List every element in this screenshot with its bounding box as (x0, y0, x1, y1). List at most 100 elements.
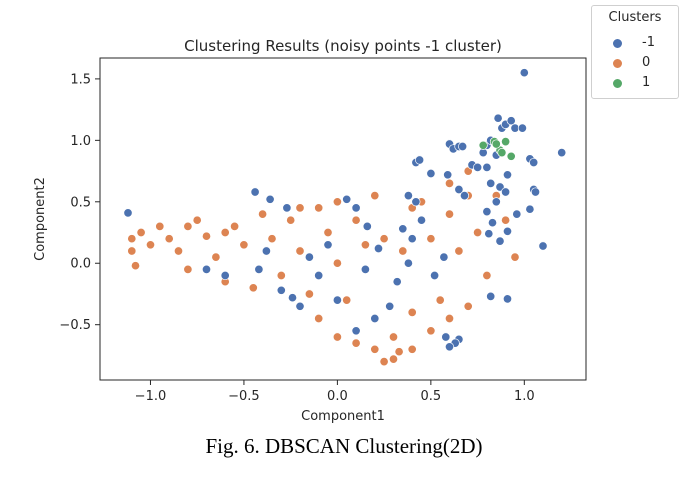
chart-title: Clustering Results (noisy points -1 clus… (184, 37, 502, 55)
y-tick-label: −0.5 (59, 318, 91, 333)
data-point-cluster--1 (342, 194, 352, 204)
data-point-cluster-0 (510, 252, 520, 262)
data-point-cluster--1 (484, 229, 494, 239)
data-point-cluster--1 (444, 342, 455, 352)
data-point-cluster-0 (295, 246, 305, 256)
data-point-cluster-0 (258, 209, 268, 219)
data-point-cluster--1 (323, 240, 333, 250)
data-point-cluster--1 (439, 252, 449, 262)
data-point-cluster--1 (426, 168, 436, 179)
y-tick-label: 1.5 (70, 72, 91, 87)
data-point-cluster-0 (332, 197, 342, 207)
data-point-cluster-0 (370, 344, 380, 354)
data-point-cluster-0 (407, 344, 417, 354)
data-point-cluster-1 (491, 139, 501, 149)
data-point-cluster-0 (444, 209, 455, 219)
data-point-cluster-1 (506, 151, 516, 161)
data-point-cluster--1 (458, 141, 468, 152)
legend-item-cluster-1: 1 (592, 74, 678, 94)
data-point-cluster--1 (351, 326, 361, 336)
figure-caption: Fig. 6. DBSCAN Clustering(2D) (205, 434, 483, 458)
data-point-cluster--1 (530, 187, 541, 197)
points-layer (123, 68, 567, 367)
data-point-cluster--1 (261, 246, 271, 256)
data-point-cluster--1 (254, 264, 264, 274)
legend-marker-cluster-0 (612, 58, 623, 69)
data-point-cluster--1 (454, 184, 464, 195)
data-point-cluster-0 (444, 178, 455, 188)
y-axis: −0.5 0.0 0.5 1.0 1.5 (59, 72, 100, 333)
data-point-cluster-0 (267, 234, 277, 244)
y-tick-label: 0.5 (70, 195, 91, 210)
data-point-cluster-0 (360, 240, 370, 250)
data-point-cluster--1 (360, 264, 370, 274)
data-point-cluster-0 (351, 338, 361, 348)
data-point-cluster-0 (444, 313, 455, 324)
data-point-cluster-0 (388, 354, 399, 364)
data-point-cluster--1 (403, 191, 413, 201)
data-point-cluster-0 (370, 191, 380, 201)
data-point-cluster-0 (332, 258, 342, 268)
data-point-cluster-0 (379, 234, 389, 244)
data-point-cluster--1 (314, 270, 324, 281)
data-point-cluster--1 (512, 209, 522, 219)
data-point-cluster-0 (426, 326, 436, 336)
data-point-cluster--1 (411, 197, 421, 207)
data-point-cluster--1 (265, 194, 275, 204)
data-point-cluster-0 (332, 332, 342, 342)
data-point-cluster--1 (495, 236, 505, 246)
data-point-cluster-0 (394, 347, 404, 357)
data-point-cluster-0 (388, 332, 399, 342)
legend-label-noise: -1 (642, 35, 655, 50)
data-point-cluster-0 (164, 234, 174, 244)
legend-marker-noise (612, 38, 623, 49)
data-point-cluster--1 (362, 221, 372, 231)
data-point-cluster--1 (415, 155, 425, 165)
data-point-cluster--1 (506, 116, 516, 126)
data-point-cluster-0 (136, 227, 146, 238)
y-tick-label: 0.0 (70, 257, 91, 272)
data-point-cluster--1 (385, 301, 395, 311)
data-point-cluster--1 (398, 224, 408, 234)
data-point-cluster--1 (392, 277, 402, 287)
data-point-cluster-0 (201, 231, 212, 241)
data-point-cluster--1 (473, 162, 483, 172)
data-point-cluster--1 (250, 187, 260, 197)
data-point-cluster--1 (276, 285, 286, 295)
data-point-cluster-0 (454, 246, 464, 256)
data-point-cluster--1 (403, 258, 413, 268)
y-tick-label: 1.0 (70, 134, 91, 149)
x-tick-label: 0.0 (327, 389, 348, 404)
data-point-cluster--1 (493, 113, 503, 123)
data-point-cluster--1 (519, 68, 529, 78)
data-point-cluster-0 (435, 295, 445, 305)
data-point-cluster-0 (323, 227, 333, 238)
data-point-cluster--1 (525, 204, 535, 214)
data-point-cluster--1 (443, 170, 453, 180)
data-point-cluster--1 (459, 191, 470, 201)
data-point-cluster-0 (286, 215, 296, 225)
data-point-cluster-1 (501, 137, 511, 147)
data-point-cluster--1 (486, 291, 496, 301)
data-point-cluster--1 (487, 218, 498, 228)
data-point-cluster-0 (482, 270, 492, 281)
data-point-cluster-0 (501, 215, 511, 225)
data-point-cluster-0 (304, 289, 314, 299)
data-point-cluster-0 (155, 221, 165, 231)
data-point-cluster--1 (304, 252, 314, 262)
data-point-cluster--1 (482, 207, 492, 217)
data-point-cluster--1 (370, 313, 380, 324)
data-point-cluster--1 (123, 208, 133, 218)
data-point-cluster-0 (342, 295, 352, 305)
legend-marker-cluster-1 (612, 78, 623, 89)
data-point-cluster-0 (145, 240, 156, 250)
data-point-cluster--1 (482, 162, 492, 172)
data-point-cluster-0 (183, 264, 193, 274)
legend-label-cluster-1: 1 (642, 75, 651, 90)
legend: Clusters -1 0 1 (591, 5, 679, 99)
x-axis-label: Component1 (301, 409, 385, 424)
data-point-cluster-0 (426, 234, 436, 244)
data-point-cluster-1 (497, 148, 507, 158)
data-point-cluster--1 (502, 170, 513, 180)
data-point-cluster--1 (529, 157, 539, 168)
